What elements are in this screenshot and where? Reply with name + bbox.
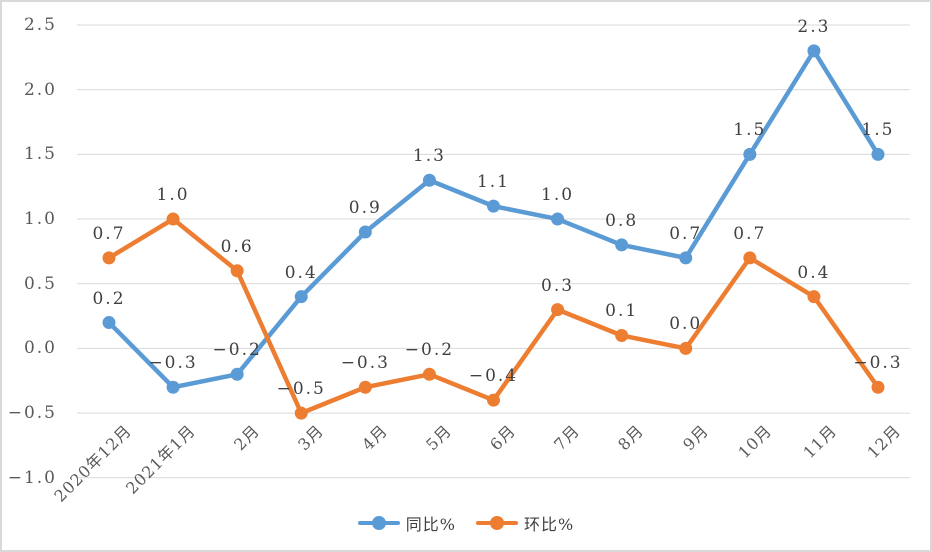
data-point [615, 328, 629, 342]
legend-line-dot-icon [357, 516, 400, 530]
data-point [166, 212, 180, 226]
data-point [615, 238, 629, 252]
y-axis-tick-label: 2.0 [23, 79, 57, 100]
data-label: 0.4 [284, 262, 318, 283]
data-point [679, 251, 693, 265]
data-label: 1.5 [733, 120, 767, 141]
data-point [294, 406, 308, 420]
data-label: 0.0 [669, 314, 703, 335]
data-point [679, 341, 693, 355]
data-point [294, 290, 308, 304]
data-label: −0.2 [212, 340, 262, 361]
data-label: 2.3 [797, 16, 831, 37]
data-label: −0.5 [276, 379, 326, 400]
legend-item-yoy: 同比% [357, 511, 456, 535]
data-label: 0.1 [605, 301, 639, 322]
data-point [551, 303, 565, 317]
data-label: 1.0 [541, 185, 575, 206]
data-label: 0.4 [797, 262, 831, 283]
data-label: 1.5 [861, 120, 895, 141]
data-label: 1.3 [412, 146, 446, 167]
legend-line-dot-icon [476, 516, 518, 530]
data-point [230, 264, 244, 278]
data-point [358, 380, 372, 394]
data-label: 0.7 [669, 223, 703, 244]
data-label: 0.6 [220, 236, 254, 257]
data-point [102, 316, 116, 330]
data-point [486, 199, 500, 213]
y-axis-tick-label: 1.5 [23, 144, 57, 165]
y-axis-tick-label: 1.0 [23, 209, 57, 230]
data-label: 0.3 [541, 275, 575, 296]
data-point [871, 380, 885, 394]
data-point [422, 173, 436, 187]
y-axis-tick-label: 2.5 [23, 15, 57, 35]
data-point [166, 380, 180, 394]
data-label: 1.0 [156, 185, 190, 206]
data-point [807, 290, 821, 304]
data-label: 0.9 [348, 197, 382, 218]
y-axis-tick-label: 0.5 [23, 273, 57, 294]
legend-label-yoy: 同比% [405, 515, 456, 534]
data-label: 0.7 [733, 223, 767, 244]
y-axis-tick-label: −0.5 [7, 403, 57, 424]
legend-item-mom: 环比% [476, 511, 574, 535]
y-axis-tick-label: −1.0 [7, 467, 57, 488]
data-point [743, 251, 757, 265]
legend: 同比% 环比% [2, 510, 930, 536]
data-label: 1.1 [476, 172, 511, 193]
data-label: 0.2 [92, 288, 126, 309]
data-point [551, 212, 565, 226]
data-label: −0.3 [148, 353, 198, 374]
data-label: 0.7 [92, 223, 126, 244]
data-point [871, 147, 885, 161]
y-axis-tick-label: 0.0 [23, 338, 57, 359]
data-label: −0.2 [404, 340, 455, 361]
data-label: −0.3 [340, 353, 390, 374]
data-point [358, 225, 372, 239]
data-point [422, 367, 436, 381]
data-point [743, 147, 757, 161]
data-label: −0.3 [853, 353, 903, 374]
data-point [486, 393, 500, 407]
data-point [807, 44, 821, 58]
data-point [102, 251, 116, 265]
data-point [230, 367, 244, 381]
data-label: −0.4 [468, 366, 519, 387]
legend-label-mom: 环比% [524, 515, 575, 534]
data-label: 0.8 [605, 210, 639, 231]
